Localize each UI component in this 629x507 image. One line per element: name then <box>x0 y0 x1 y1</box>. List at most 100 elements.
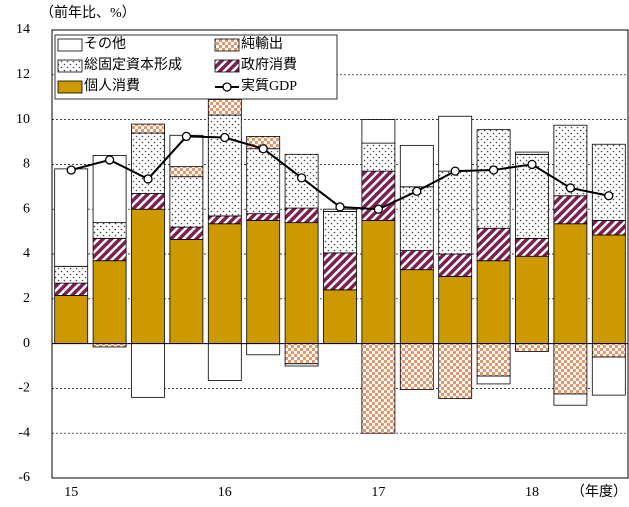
y-tick-label: -2 <box>18 381 30 396</box>
bar-segment <box>361 343 396 434</box>
x-tick-label: 15 <box>64 485 78 500</box>
bar-segment <box>169 166 204 178</box>
bar-segment <box>476 260 511 344</box>
y-tick-label: -4 <box>18 425 30 440</box>
bar-segment <box>246 343 281 356</box>
bar-segment <box>591 143 626 221</box>
legend-box <box>54 34 338 100</box>
bar-segment <box>54 282 89 296</box>
y-tick-label: 10 <box>16 112 30 127</box>
bar-segment <box>169 226 204 240</box>
bar-segment <box>323 252 357 291</box>
y-tick-label: 14 <box>16 22 30 37</box>
bar-segment <box>92 343 127 348</box>
bar-segment <box>54 168 89 267</box>
legend-label: 実質GDP <box>241 78 297 94</box>
x-axis-label: （年度） <box>571 484 627 500</box>
bar-segment <box>92 222 127 239</box>
x-tick-label: 17 <box>371 485 385 500</box>
bar-segment <box>284 363 319 367</box>
line-marker <box>220 132 230 143</box>
bar-segment <box>438 275 473 344</box>
line-marker <box>104 155 115 165</box>
y-tick-label: 2 <box>23 291 30 306</box>
x-tick-label: 16 <box>218 485 232 500</box>
bar-segment <box>207 223 242 344</box>
bar-segment <box>361 219 396 344</box>
legend-label: 政府消費 <box>241 57 297 73</box>
bar-segment <box>476 375 511 385</box>
line-marker <box>565 183 576 193</box>
bar-segment <box>399 144 434 188</box>
bar-segment <box>399 343 434 390</box>
bar-segment <box>246 148 281 215</box>
y-tick-label: 0 <box>23 336 30 351</box>
bar-segment <box>284 343 319 365</box>
bar-segment <box>207 99 242 116</box>
bar-segment <box>361 119 396 144</box>
bar-segment <box>361 142 396 172</box>
y-tick-label: 6 <box>23 201 30 216</box>
legend-swatch <box>57 59 83 73</box>
line-marker <box>66 165 76 175</box>
line-marker <box>181 131 192 142</box>
line-marker <box>258 144 268 154</box>
legend-swatch <box>214 38 240 52</box>
y-axis-label: （前年比、%） <box>40 4 136 21</box>
bar-segment <box>515 255 549 344</box>
bar-segment <box>476 129 511 229</box>
bar-segment <box>553 223 588 344</box>
bar-segment <box>169 239 204 345</box>
bar-segment <box>246 213 281 221</box>
legend-swatch <box>214 59 240 73</box>
line-marker <box>373 204 384 214</box>
line-marker <box>450 166 460 176</box>
bar-segment <box>92 155 127 224</box>
legend-swatch <box>57 80 83 94</box>
bar-segment <box>323 289 357 344</box>
bar-segment <box>476 343 511 377</box>
plot-frame <box>51 29 629 479</box>
legend-label: 純輸出 <box>241 36 283 52</box>
bar-segment <box>54 295 89 345</box>
legend-marker <box>222 82 232 92</box>
bar-segment <box>553 393 588 406</box>
bar-segment <box>207 343 242 381</box>
bar-segment <box>131 123 165 134</box>
y-tick-label: 8 <box>23 157 30 172</box>
bar-segment <box>92 237 127 262</box>
y-tick-label: -6 <box>18 470 30 485</box>
bar-segment <box>591 356 626 396</box>
line-marker <box>527 159 537 170</box>
bar-segment <box>131 193 165 210</box>
bar-segment <box>515 237 549 257</box>
bar-segment <box>54 265 89 284</box>
bar-segment <box>438 170 473 255</box>
bar-segment <box>169 176 204 228</box>
legend-label: 総固定資本形成 <box>84 57 182 73</box>
bar-segment <box>438 115 473 172</box>
line-marker <box>604 191 614 201</box>
legend-label: その他 <box>84 36 126 52</box>
bar-segment <box>553 343 588 395</box>
bar-segment <box>246 219 281 344</box>
bar-segment <box>591 234 626 345</box>
bar-segment <box>399 250 434 271</box>
bar-segment <box>438 343 473 399</box>
line-marker <box>143 174 153 184</box>
legend-swatch <box>57 38 83 52</box>
bar-segment <box>515 343 549 352</box>
bar-segment <box>515 151 549 155</box>
bar-segment <box>207 215 242 225</box>
bar-segment <box>323 211 357 254</box>
bar-segment <box>131 343 165 398</box>
y-tick-label: 4 <box>23 246 30 261</box>
y-tick-label: 12 <box>16 67 30 82</box>
bar-segment <box>399 269 434 344</box>
bar-segment <box>591 343 626 358</box>
bar-segment <box>284 207 319 224</box>
line-marker <box>412 186 422 196</box>
x-tick-label: 18 <box>525 485 539 500</box>
bar-segment <box>553 195 588 225</box>
